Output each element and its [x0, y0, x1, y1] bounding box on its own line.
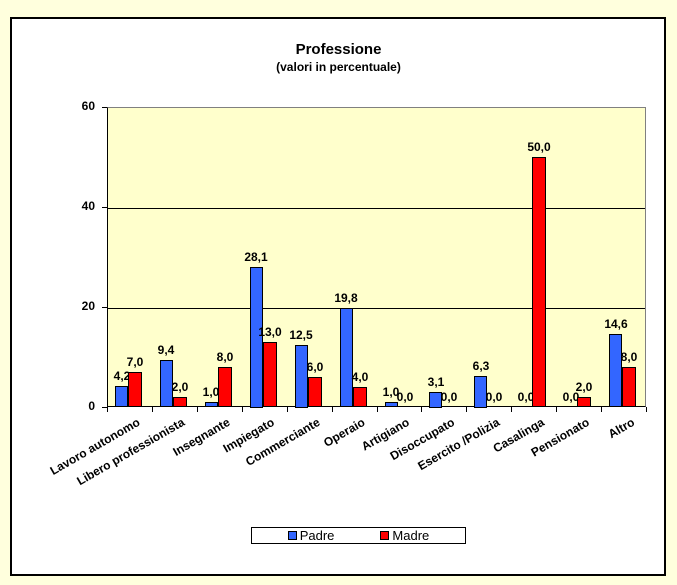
data-label: 1,0 [202, 385, 220, 399]
data-label: 4,0 [351, 370, 369, 384]
bar-madre [532, 157, 546, 407]
bar-padre [340, 308, 353, 407]
y-tick-mark [102, 307, 107, 308]
data-label: 7,0 [126, 355, 144, 369]
data-label: 3,1 [427, 375, 445, 389]
data-label: 0,0 [562, 390, 580, 404]
data-label: 14,6 [604, 317, 628, 331]
y-tick-mark [102, 407, 107, 408]
bar-madre [308, 377, 322, 407]
data-label: 19,8 [334, 291, 358, 305]
gridline [108, 308, 645, 309]
bar-madre [353, 387, 367, 407]
bar-padre [205, 402, 218, 407]
y-tick-mark [102, 207, 107, 208]
data-label: 2,0 [575, 380, 593, 394]
data-label: 28,1 [244, 250, 268, 264]
plot-area [107, 107, 646, 407]
bar-madre [128, 372, 142, 407]
x-tick-mark [287, 407, 288, 412]
chart-title: Professione [295, 41, 382, 58]
bar-padre [295, 345, 308, 408]
x-tick-mark [466, 407, 467, 412]
data-label: 4,2 [113, 369, 131, 383]
data-label: 6,0 [306, 360, 324, 374]
bar-padre [474, 376, 487, 408]
legend-swatch-madre [380, 531, 390, 540]
data-label: 0,0 [517, 390, 535, 404]
bar-padre [609, 334, 622, 407]
data-label: 8,0 [216, 350, 234, 364]
bar-padre [250, 267, 263, 408]
data-label: 9,4 [157, 343, 175, 357]
y-tick-mark [102, 107, 107, 108]
x-tick-mark [197, 407, 198, 412]
bar-madre [263, 342, 277, 407]
bar-madre [622, 367, 636, 407]
legend: Padre Madre [251, 527, 466, 544]
y-tick-label: 60 [81, 99, 95, 113]
chart-subtitle: (valori in percentuale) [276, 60, 401, 74]
x-tick-mark [107, 407, 108, 412]
data-label: 50,0 [527, 140, 551, 154]
x-tick-mark [332, 407, 333, 412]
legend-swatch-padre [287, 531, 297, 540]
bar-madre [577, 397, 591, 407]
x-tick-mark [152, 407, 153, 412]
x-tick-mark [646, 407, 647, 412]
x-tick-mark [377, 407, 378, 412]
legend-label-madre: Madre [392, 528, 430, 543]
bar-padre [385, 402, 398, 407]
data-label: 12,5 [289, 328, 313, 342]
x-tick-mark [511, 407, 512, 412]
legend-item-padre: Padre [287, 528, 335, 543]
bar-padre [115, 386, 128, 407]
x-tick-mark [556, 407, 557, 412]
data-label: 6,3 [472, 359, 490, 373]
data-label: 0,0 [440, 390, 458, 404]
data-label: 1,0 [382, 385, 400, 399]
data-label: 0,0 [485, 390, 503, 404]
x-tick-mark [601, 407, 602, 412]
data-label: 2,0 [171, 380, 189, 394]
y-tick-label: 0 [88, 399, 95, 413]
y-tick-label: 40 [81, 199, 95, 213]
bar-padre [429, 392, 442, 408]
bar-padre [160, 360, 173, 407]
gridline [108, 208, 645, 209]
legend-item-madre: Madre [380, 528, 429, 543]
bar-madre [173, 397, 187, 407]
data-label: 0,0 [396, 390, 414, 404]
x-tick-mark [242, 407, 243, 412]
data-label: 8,0 [620, 350, 638, 364]
data-label: 13,0 [258, 325, 282, 339]
x-tick-mark [421, 407, 422, 412]
legend-label-padre: Padre [299, 528, 335, 543]
y-tick-label: 20 [81, 299, 95, 313]
bar-madre [218, 367, 232, 407]
